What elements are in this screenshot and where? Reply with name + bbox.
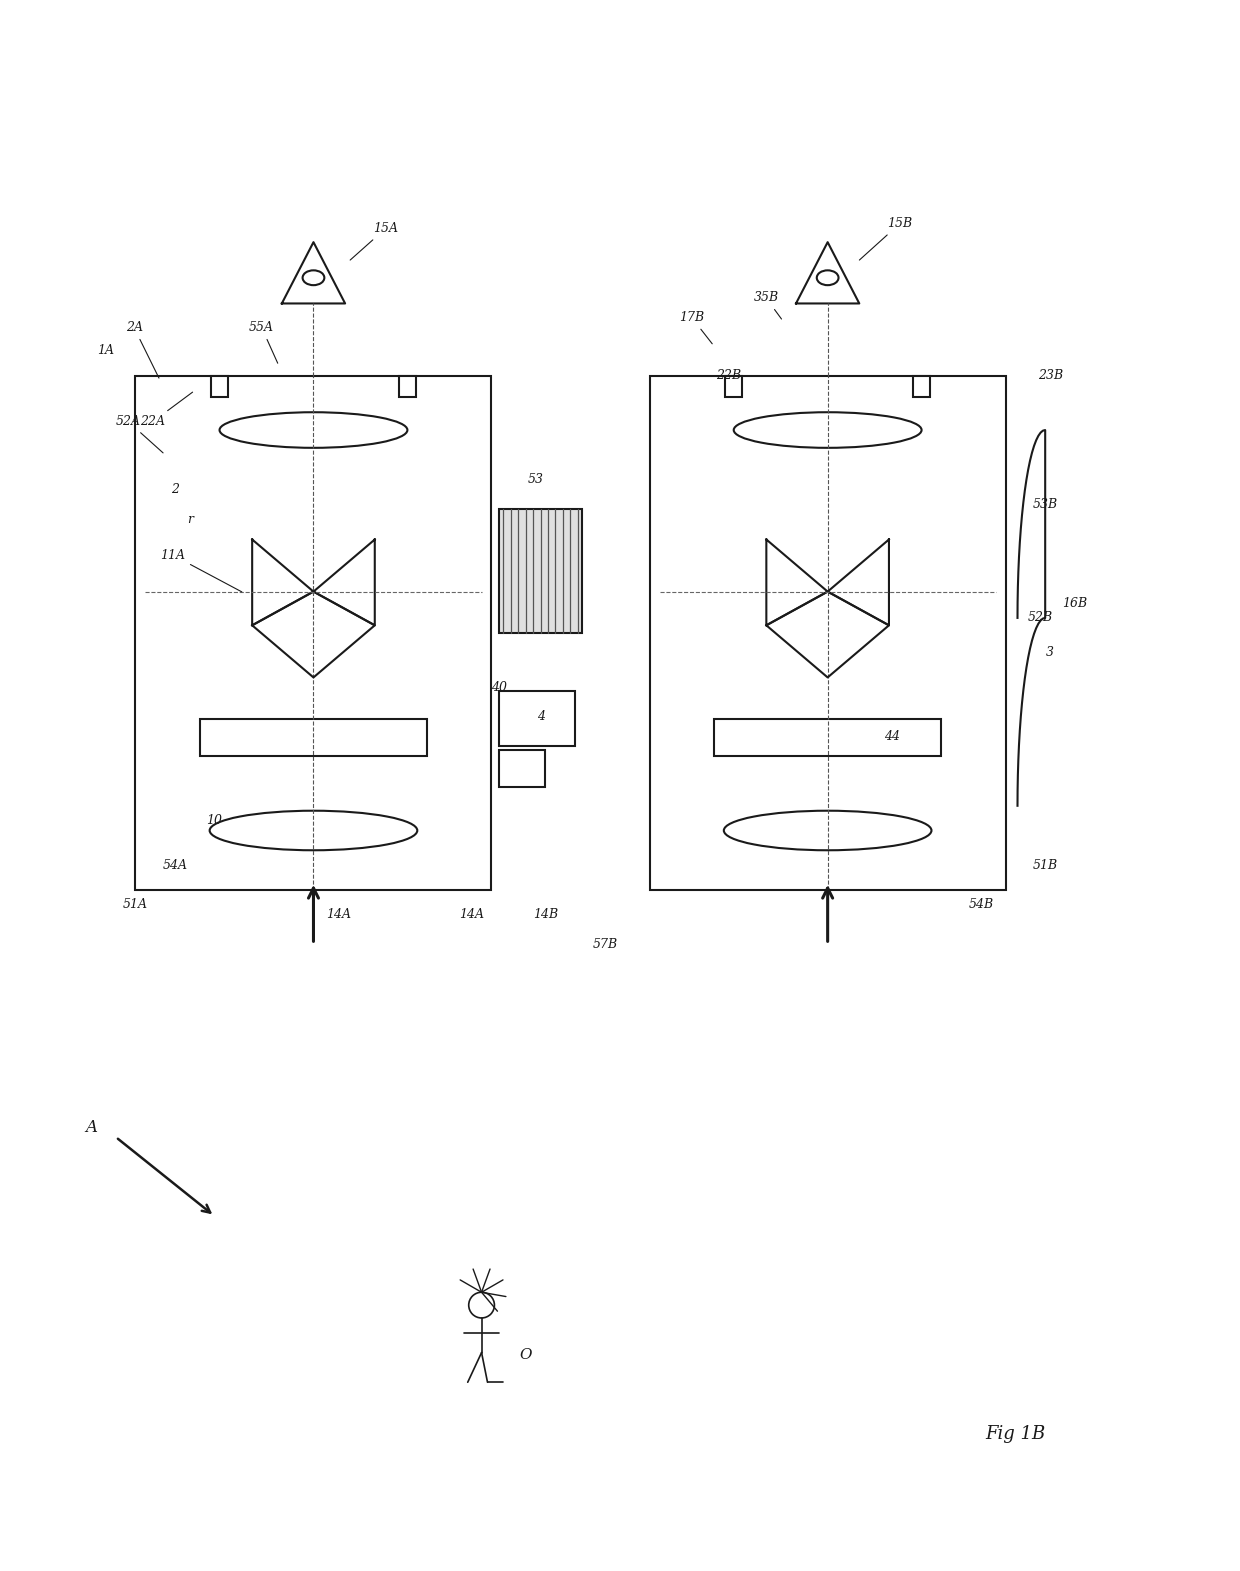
Text: Fig 1B: Fig 1B xyxy=(986,1425,1045,1442)
Text: 14B: 14B xyxy=(533,908,558,921)
Bar xyxy=(200,720,428,756)
Text: 22B: 22B xyxy=(717,369,742,382)
Ellipse shape xyxy=(724,811,931,850)
Text: 4: 4 xyxy=(537,710,544,723)
Text: 53: 53 xyxy=(528,473,544,485)
Text: 14A: 14A xyxy=(326,908,351,921)
Bar xyxy=(500,509,582,633)
Text: 17B: 17B xyxy=(680,311,712,344)
Bar xyxy=(714,720,941,756)
Text: 35B: 35B xyxy=(754,292,781,319)
Text: 2: 2 xyxy=(171,482,179,496)
Text: 51B: 51B xyxy=(1033,859,1058,872)
Text: 2A: 2A xyxy=(125,320,159,379)
Bar xyxy=(135,375,491,889)
Bar xyxy=(913,375,930,397)
Bar xyxy=(399,375,415,397)
Text: 55A: 55A xyxy=(249,320,278,363)
Text: 23B: 23B xyxy=(1038,369,1063,382)
Ellipse shape xyxy=(210,811,418,850)
Text: 53B: 53B xyxy=(1033,498,1058,511)
Text: 57B: 57B xyxy=(593,938,618,950)
Ellipse shape xyxy=(734,412,921,448)
Text: 3: 3 xyxy=(1047,646,1054,658)
Bar xyxy=(211,375,228,397)
Text: 51A: 51A xyxy=(123,899,148,911)
Ellipse shape xyxy=(219,412,408,448)
Ellipse shape xyxy=(303,270,325,286)
Text: 11A: 11A xyxy=(160,548,242,592)
Text: 14A: 14A xyxy=(459,908,484,921)
Text: 16B: 16B xyxy=(1063,597,1087,610)
Text: 1A: 1A xyxy=(97,344,114,358)
Text: 15B: 15B xyxy=(859,217,913,261)
Text: 22A: 22A xyxy=(140,393,192,427)
Ellipse shape xyxy=(817,270,838,286)
Text: 40: 40 xyxy=(491,680,507,694)
Text: 54B: 54B xyxy=(968,899,993,911)
Text: r: r xyxy=(187,512,193,526)
Text: 52A: 52A xyxy=(115,415,164,452)
Text: 52B: 52B xyxy=(1028,611,1053,624)
Text: A: A xyxy=(86,1119,97,1136)
Bar xyxy=(725,375,742,397)
Text: 54A: 54A xyxy=(162,859,187,872)
Text: 44: 44 xyxy=(884,731,900,743)
Text: O: O xyxy=(520,1348,532,1362)
Bar xyxy=(500,749,544,787)
Bar xyxy=(650,375,1006,889)
Text: 10: 10 xyxy=(207,814,223,826)
Bar xyxy=(500,691,575,746)
Text: 15A: 15A xyxy=(350,222,398,261)
